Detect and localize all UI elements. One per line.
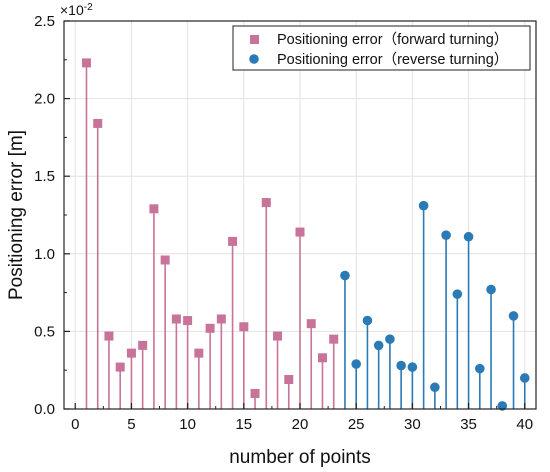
data-point-circle (441, 230, 451, 240)
data-point-square (93, 118, 103, 128)
data-point-square (194, 348, 204, 358)
x-axis-title: number of points (229, 447, 371, 468)
x-tick-label: 40 (516, 416, 533, 433)
data-point-square (149, 204, 159, 214)
ticks: 0 5 10 15 20 25 30 35 40 0.0 0.5 1.0 1.5 2.0 2.5 (34, 13, 533, 433)
x-tick-label: 5 (127, 416, 135, 433)
data-point-circle (452, 289, 463, 299)
data-point-square (261, 198, 271, 208)
y-axis-multiplier-base: ×10 (60, 2, 84, 18)
data-point-square (126, 348, 136, 358)
data-point-square (239, 322, 249, 332)
data-point-circle (351, 359, 361, 369)
y-tick-label: 0.5 (34, 323, 55, 340)
y-tick-label: 0.0 (34, 401, 55, 418)
data-point-circle (407, 362, 418, 372)
x-tick-label: 35 (460, 416, 477, 433)
data-point-circle (362, 315, 373, 326)
x-tick-label: 30 (404, 416, 421, 433)
data-point-circle (463, 231, 474, 242)
data-point-square (216, 314, 226, 324)
legend-square-marker (250, 35, 259, 44)
data-point-square (329, 334, 339, 344)
data-point-square (183, 316, 193, 326)
data-point-square (138, 340, 148, 350)
y-tick-label: 1.5 (34, 168, 55, 185)
data-point-circle (418, 200, 429, 211)
data-point-circle (340, 270, 350, 281)
data-point-circle (373, 340, 384, 351)
data-point-square (295, 227, 305, 237)
data-point-square (115, 362, 125, 372)
data-point-circle (508, 311, 519, 321)
data-point-circle (475, 363, 485, 374)
data-point-circle (430, 382, 440, 393)
data-point-square (160, 255, 170, 265)
data-point-square (317, 353, 327, 363)
data-point-square (81, 58, 91, 68)
data-point-square (104, 331, 114, 341)
y-tick-label: 2.5 (34, 13, 55, 30)
data-point-square (250, 388, 260, 398)
data-point-circle (396, 360, 406, 371)
legend-circle-marker (249, 54, 259, 64)
x-tick-label: 25 (348, 416, 365, 433)
y-axis-title: Positioning error [m] (6, 130, 27, 300)
series-layer (81, 58, 530, 411)
legend-box (232, 25, 531, 71)
data-point-square (273, 331, 283, 341)
data-point-circle (486, 284, 496, 295)
data-point-square (284, 375, 294, 385)
x-tick-label: 10 (179, 416, 196, 433)
y-axis-multiplier-exponent: -2 (84, 2, 93, 13)
legend-entry-reverse: Positioning error（reverse turning） (277, 51, 508, 68)
y-tick-label: 1.0 (34, 246, 55, 263)
y-axis-multiplier: ×10-2 (60, 2, 93, 19)
data-point-square (306, 319, 316, 329)
legend-entry-forward: Positioning error（forward turning） (277, 31, 508, 48)
grid (64, 20, 536, 410)
data-point-square (228, 236, 238, 246)
x-tick-label: 20 (292, 416, 309, 433)
legend: Positioning error（forward turning） Posit… (232, 25, 531, 71)
data-point-circle (519, 373, 530, 383)
y-tick-label: 2.0 (34, 91, 55, 108)
data-point-circle (385, 334, 395, 344)
data-point-square (171, 314, 181, 324)
data-point-square (205, 323, 215, 333)
x-tick-label: 15 (235, 416, 252, 433)
x-tick-label: 0 (71, 416, 79, 433)
data-point-circle (497, 401, 508, 411)
